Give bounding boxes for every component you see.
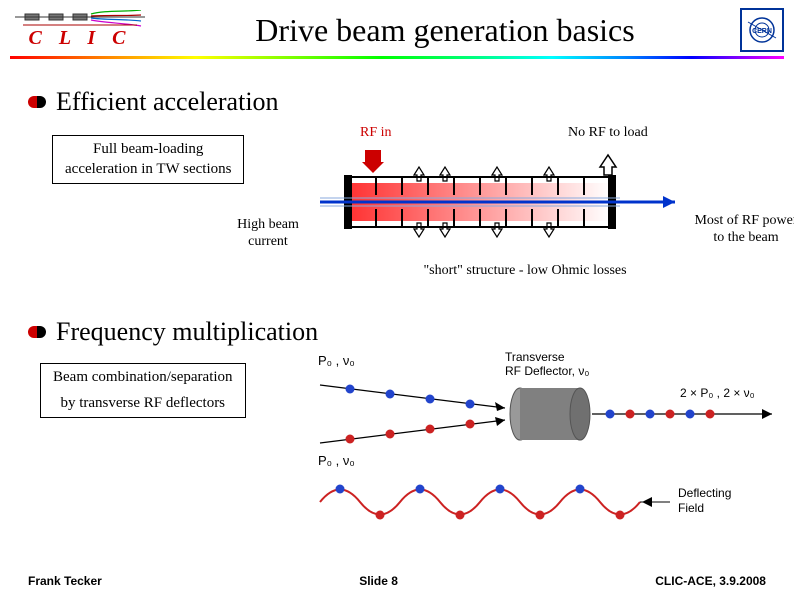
beam-top: P₀ , ν₀ [318, 353, 505, 411]
footer-event: CLIC-ACE, 3.9.2008 [655, 574, 766, 588]
bullet-efficient: Efficient acceleration [28, 87, 774, 117]
box-line1: Full beam-loading [93, 141, 203, 157]
deflector-cylinder: Transverse RF Deflector, ν₀ [505, 350, 590, 440]
heading-frequency: Frequency multiplication [56, 317, 318, 347]
svg-text:Field: Field [678, 501, 704, 515]
box2-line1: Beam combination/separation [53, 368, 233, 388]
svg-text:RF Deflector, ν₀: RF Deflector, ν₀ [505, 364, 589, 378]
cern-logo: CERN [740, 8, 784, 52]
label-rf-in: RF in [360, 125, 392, 142]
label-most-rf: Most of RF power to the beam [686, 213, 794, 247]
beam-output: 2 × P₀ , 2 × ν₀ [592, 386, 772, 419]
svg-text:P₀ , ν₀: P₀ , ν₀ [318, 353, 355, 368]
footer: Frank Tecker Slide 8 CLIC-ACE, 3.9.2008 [0, 574, 794, 588]
section2-area: Beam combination/separation by transvers… [20, 355, 774, 535]
footer-author: Frank Tecker [28, 574, 102, 588]
rf-deflector-diagram: P₀ , ν₀ P₀ , ν₀ [310, 347, 790, 537]
box-line2: acceleration in TW sections [65, 161, 231, 177]
clic-text: C L I C [29, 27, 132, 49]
deflecting-field: Deflecting Field [320, 485, 731, 520]
svg-text:CERN: CERN [752, 28, 772, 35]
page-title: Drive beam generation basics [150, 12, 740, 49]
bullet-frequency: Frequency multiplication [28, 317, 774, 347]
svg-text:2 × P₀ , 2 × ν₀: 2 × P₀ , 2 × ν₀ [680, 386, 755, 400]
label-no-rf: No RF to load [568, 125, 648, 142]
svg-text:P₀ , ν₀: P₀ , ν₀ [318, 453, 355, 468]
label-short-struct: "short" structure - low Ohmic losses [390, 263, 660, 280]
header: C L I C Drive beam generation basics CER… [0, 0, 794, 56]
box-full-beam-loading: Full beam-loading acceleration in TW sec… [52, 135, 244, 184]
bullet-icon [28, 326, 46, 338]
label-high-beam: High beam current [228, 217, 308, 251]
rainbow-divider [10, 56, 784, 59]
box2-line2: by transverse RF deflectors [53, 394, 233, 414]
section1-area: Full beam-loading acceleration in TW sec… [20, 125, 774, 315]
accelerating-structure-diagram [320, 147, 690, 257]
clic-logo: C L I C [10, 8, 150, 52]
footer-slide: Slide 8 [359, 574, 398, 588]
heading-efficient: Efficient acceleration [56, 87, 279, 117]
beam-bottom: P₀ , ν₀ [318, 417, 505, 468]
bullet-icon [28, 96, 46, 108]
box-beam-combination: Beam combination/separation by transvers… [40, 363, 246, 418]
svg-text:Transverse: Transverse [505, 350, 565, 364]
svg-text:Deflecting: Deflecting [678, 486, 731, 500]
